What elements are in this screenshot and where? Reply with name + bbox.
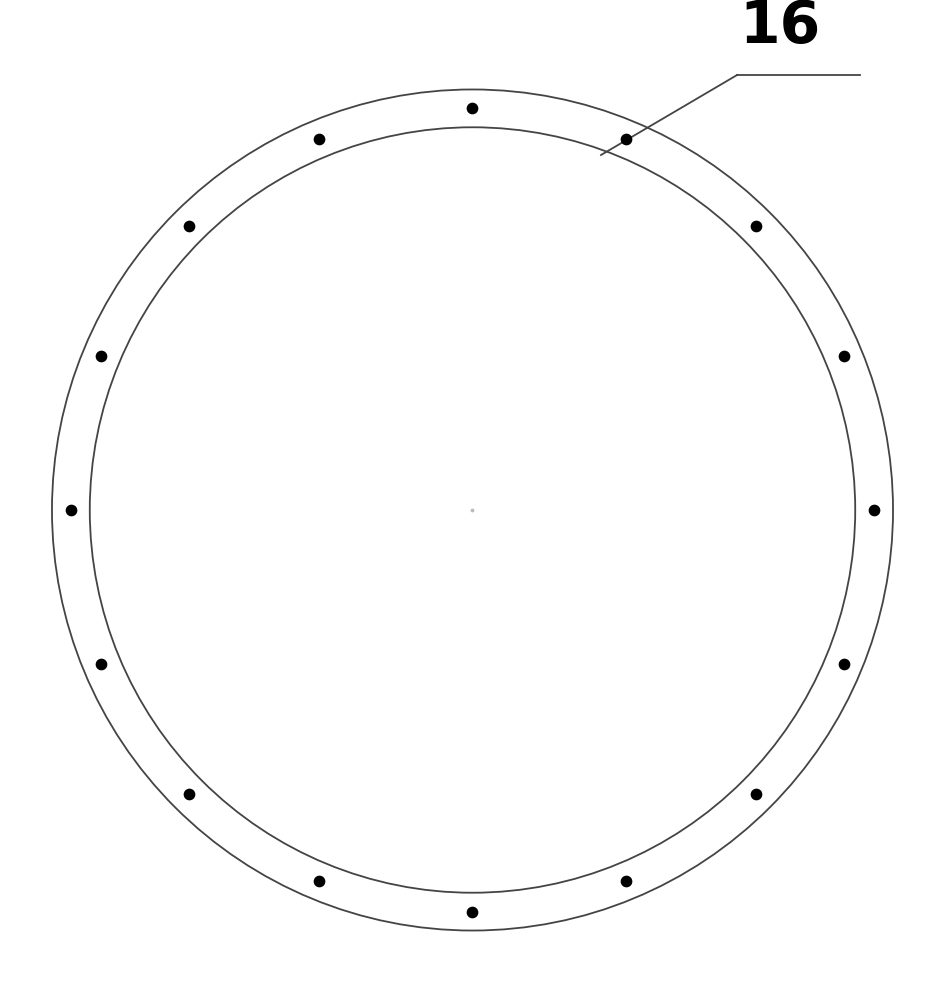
Point [464, 904, 480, 920]
Point [866, 502, 881, 518]
Point [311, 131, 326, 147]
Point [180, 786, 195, 802]
Text: 16: 16 [738, 0, 819, 55]
Point [63, 502, 78, 518]
Point [749, 786, 764, 802]
Point [180, 218, 195, 234]
Point [835, 656, 851, 672]
Point [311, 873, 326, 889]
Point [749, 218, 764, 234]
Point [464, 100, 480, 116]
Point [618, 873, 633, 889]
Point [618, 131, 633, 147]
Point [835, 348, 851, 364]
Point [93, 656, 109, 672]
Point [464, 502, 480, 518]
Point [93, 348, 109, 364]
